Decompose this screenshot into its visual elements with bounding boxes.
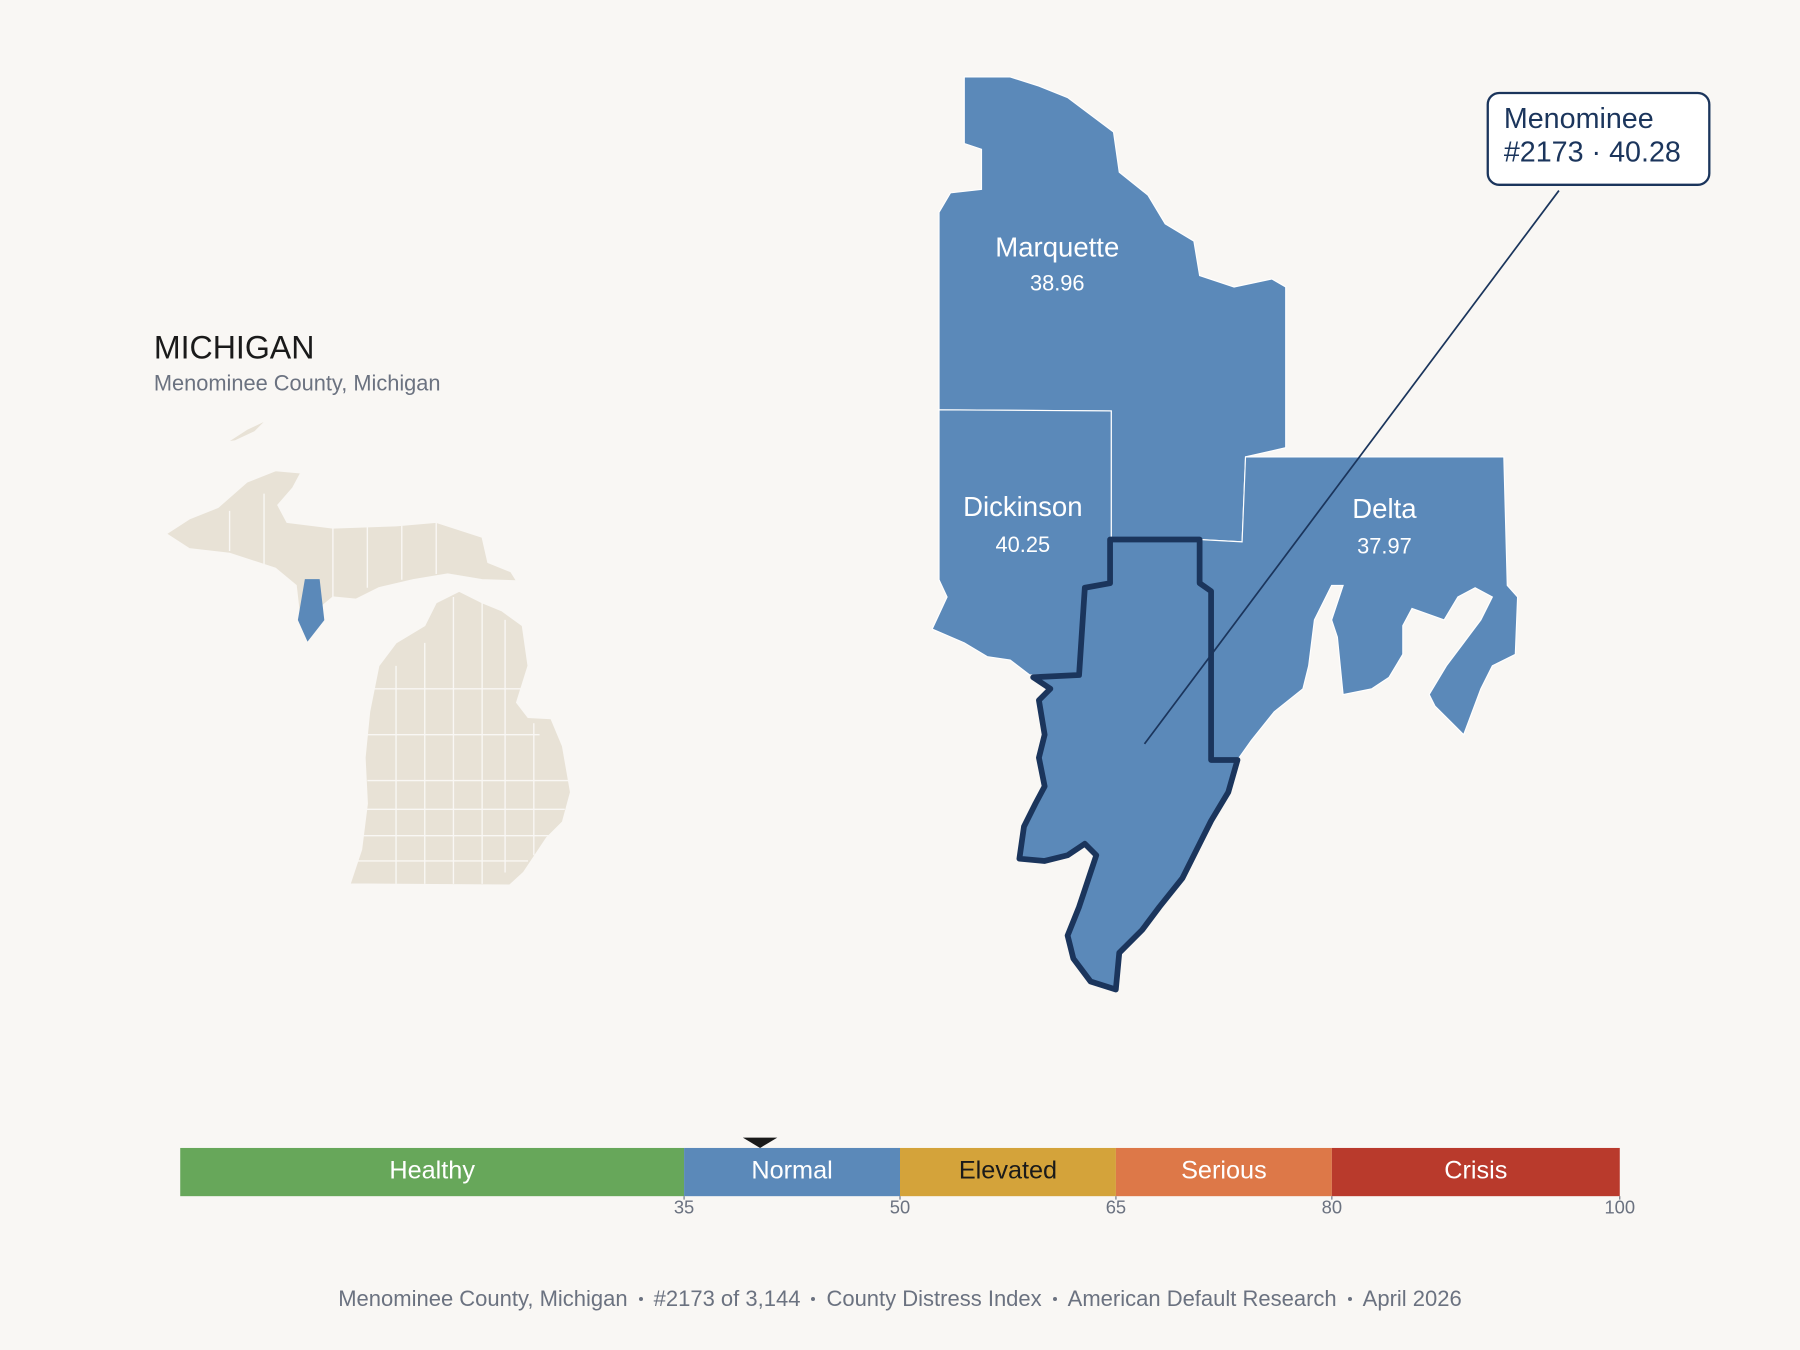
separator bbox=[1347, 1297, 1352, 1301]
callout-name: Menominee bbox=[1504, 103, 1654, 135]
county-map bbox=[931, 76, 1519, 993]
scale-band bbox=[180, 1147, 685, 1197]
county-score: 40.25 bbox=[996, 532, 1051, 557]
subtitle: Menominee County, Michigan bbox=[154, 370, 441, 395]
separator bbox=[1052, 1297, 1057, 1301]
callout-label: #2173 · 40.28 bbox=[1504, 136, 1681, 168]
tick-label: 80 bbox=[1322, 1197, 1342, 1218]
selected-county bbox=[1016, 536, 1241, 993]
scale-band bbox=[900, 1147, 1116, 1197]
band-label: Normal bbox=[751, 1157, 832, 1185]
scale-band bbox=[684, 1147, 900, 1197]
band-label: Elevated bbox=[959, 1157, 1057, 1185]
scale-band bbox=[1331, 1147, 1620, 1197]
band-label: Healthy bbox=[389, 1157, 475, 1185]
footer-item: Menominee County, Michigan bbox=[338, 1286, 628, 1311]
isle-royale bbox=[226, 419, 267, 443]
county-score: 37.97 bbox=[1357, 533, 1412, 558]
county-name: Delta bbox=[1352, 493, 1417, 524]
inset-highlight bbox=[297, 579, 325, 642]
county-score: 38.96 bbox=[1030, 270, 1085, 295]
tick-label: 100 bbox=[1604, 1197, 1635, 1218]
footer-item: April 2026 bbox=[1362, 1286, 1462, 1311]
county-shape bbox=[1199, 456, 1519, 761]
callout-leader bbox=[1143, 190, 1560, 745]
scale-band bbox=[1115, 1147, 1332, 1197]
county-name: Dickinson bbox=[963, 491, 1082, 522]
footer-item: County Distress Index bbox=[826, 1286, 1042, 1311]
footer: Menominee County, Michigan #2173 of 3,144… bbox=[0, 1286, 1800, 1312]
lower-peninsula bbox=[349, 590, 572, 886]
band-label: Crisis bbox=[1444, 1157, 1507, 1185]
tick-label: 65 bbox=[1106, 1197, 1126, 1218]
score-marker bbox=[742, 1137, 778, 1148]
footer-item: #2173 of 3,144 bbox=[653, 1286, 801, 1311]
county-name: Marquette bbox=[995, 231, 1119, 262]
state-inset bbox=[165, 419, 572, 886]
tick-label: 50 bbox=[890, 1197, 910, 1218]
separator bbox=[811, 1297, 816, 1301]
county-shape bbox=[938, 76, 1287, 543]
band-label: Serious bbox=[1181, 1157, 1267, 1185]
separator bbox=[638, 1297, 643, 1301]
tick-label: 35 bbox=[674, 1197, 694, 1218]
state-title: MICHIGAN bbox=[154, 330, 315, 366]
footer-item: American Default Research bbox=[1067, 1286, 1337, 1311]
callout-box bbox=[1486, 91, 1711, 186]
distress-scale: Healthy Normal Elevated Serious Crisis 35 50 65… bbox=[180, 1137, 1635, 1218]
